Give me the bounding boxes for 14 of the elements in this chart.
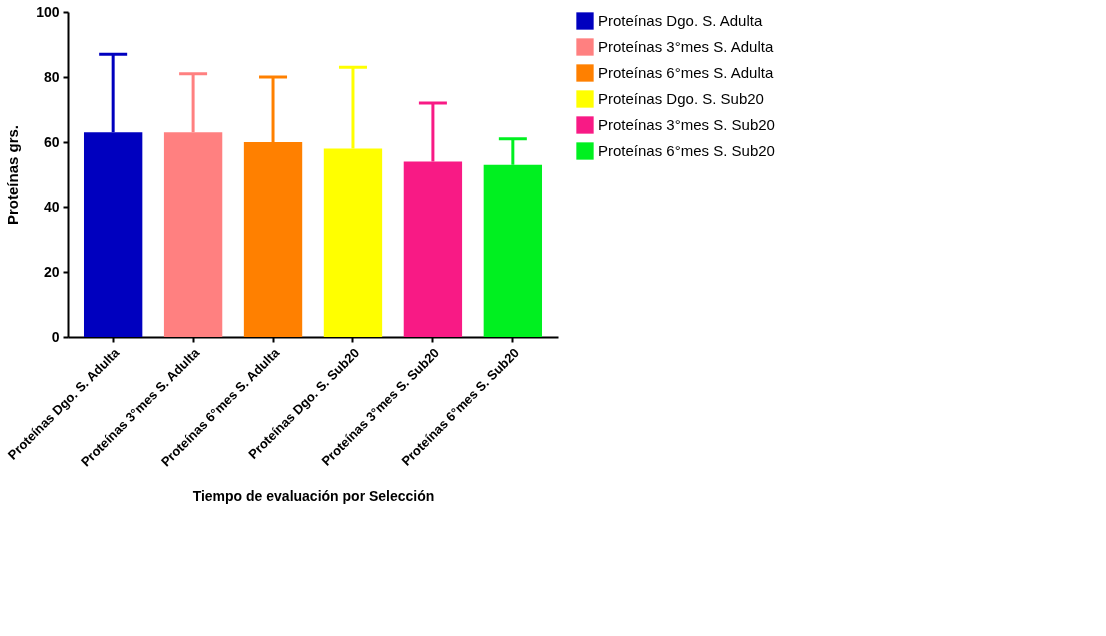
y-tick-label: 40 <box>43 198 60 215</box>
legend-label: Proteínas Dgo. S. Adulta <box>598 12 763 29</box>
x-axis-title: Tiempo de evaluación por Selección <box>192 487 435 504</box>
legend-label: Proteínas 3°mes S. Sub20 <box>598 116 775 133</box>
y-tick-label: 60 <box>43 133 60 150</box>
legend-label: Proteínas 6°mes S. Adulta <box>598 64 774 81</box>
y-axis-title: Proteínas grs. <box>4 124 22 226</box>
y-tick-label: 20 <box>43 263 60 280</box>
legend-label: Proteínas 6°mes S. Sub20 <box>598 142 775 159</box>
y-tick-label: 80 <box>43 68 60 85</box>
y-tick-label: 100 <box>36 3 60 20</box>
y-tick-label: 0 <box>51 328 60 345</box>
legend-label: Proteínas Dgo. S. Sub20 <box>598 90 764 107</box>
legend-label: Proteínas 3°mes S. Adulta <box>598 38 774 55</box>
